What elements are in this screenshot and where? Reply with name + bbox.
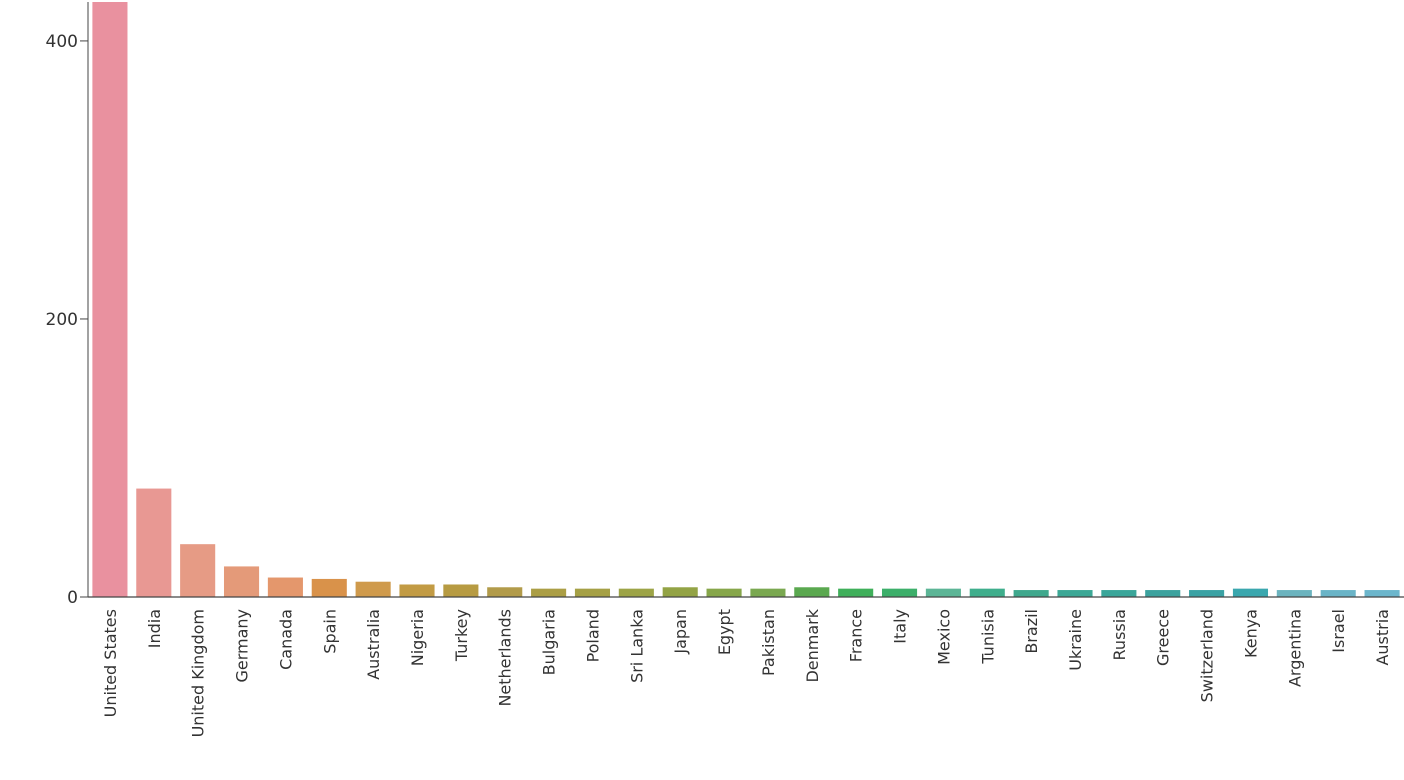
x-tick-label-egypt: Egypt <box>715 609 734 655</box>
bar-italy <box>881 588 918 597</box>
bar-canada <box>267 577 303 597</box>
x-tick-label-italy: Italy <box>891 609 910 644</box>
bar-mexico <box>925 588 961 597</box>
x-tick-label-spain: Spain <box>320 609 339 654</box>
bar-india <box>136 488 172 597</box>
x-tick-label-nigeria: Nigeria <box>408 609 427 666</box>
y-tick-label-1: 200 <box>46 310 78 330</box>
x-tick-label-japan: Japan <box>671 609 690 655</box>
bar-united-states <box>92 2 128 597</box>
x-tick-label-kenya: Kenya <box>1241 609 1260 658</box>
bar-argentina <box>1276 590 1312 597</box>
x-tick-label-pakistan: Pakistan <box>759 609 778 676</box>
x-tick-label-greece: Greece <box>1154 609 1173 666</box>
bar-australia <box>355 581 391 597</box>
x-tick-label-united-states: United States <box>101 609 120 717</box>
bar-france <box>838 588 874 597</box>
bar-denmark <box>794 587 830 597</box>
x-tick-label-australia: Australia <box>364 609 383 680</box>
bar-austria <box>1364 590 1400 597</box>
x-tick-label-india: India <box>145 609 164 648</box>
x-tick-label-israel: Israel <box>1329 609 1348 653</box>
bar-poland <box>574 588 611 597</box>
x-tick-label-canada: Canada <box>276 609 295 670</box>
x-tick-label-tunisia: Tunisia <box>978 609 997 665</box>
x-tick-label-turkey: Turkey <box>452 609 471 662</box>
x-tick-label-bulgaria: Bulgaria <box>540 609 559 675</box>
x-tick-label-germany: Germany <box>233 609 252 683</box>
x-tick-label-denmark: Denmark <box>803 608 822 682</box>
bar-germany <box>223 566 260 597</box>
x-tick-label-france: France <box>847 609 866 662</box>
bar-israel <box>1320 590 1356 597</box>
y-tick-label-2: 400 <box>46 32 78 52</box>
bar-turkey <box>443 584 479 597</box>
x-tick-label-austria: Austria <box>1373 609 1392 666</box>
bar-united-kingdom <box>180 544 216 597</box>
bar-netherlands <box>487 587 523 597</box>
bar-greece <box>1145 590 1181 597</box>
bar-egypt <box>706 588 742 597</box>
x-tick-label-brazil: Brazil <box>1022 609 1041 654</box>
x-tick-label-poland: Poland <box>583 609 602 662</box>
bar-ukraine <box>1057 590 1093 597</box>
bar-bulgaria <box>531 588 567 597</box>
bar-pakistan <box>750 588 786 597</box>
x-tick-label-netherlands: Netherlands <box>496 609 515 707</box>
x-tick-label-sri-lanka: Sri Lanka <box>627 609 646 683</box>
y-tick-label-0: 0 <box>67 588 78 608</box>
x-tick-label-mexico: Mexico <box>934 609 953 665</box>
x-tick-label-argentina: Argentina <box>1285 609 1304 687</box>
x-tick-label-united-kingdom: United Kingdom <box>189 609 208 737</box>
bar-tunisia <box>969 588 1005 597</box>
bar-switzerland <box>1189 590 1225 597</box>
bar-kenya <box>1232 588 1269 597</box>
x-tick-label-switzerland: Switzerland <box>1198 609 1217 702</box>
x-tick-label-russia: Russia <box>1110 609 1129 660</box>
bar-japan <box>662 587 698 597</box>
bar-brazil <box>1013 590 1049 597</box>
bar-sri-lanka <box>618 588 654 597</box>
x-tick-label-ukraine: Ukraine <box>1066 609 1085 671</box>
bar-nigeria <box>399 584 435 597</box>
bar-russia <box>1101 590 1137 597</box>
bar-spain <box>311 578 347 597</box>
